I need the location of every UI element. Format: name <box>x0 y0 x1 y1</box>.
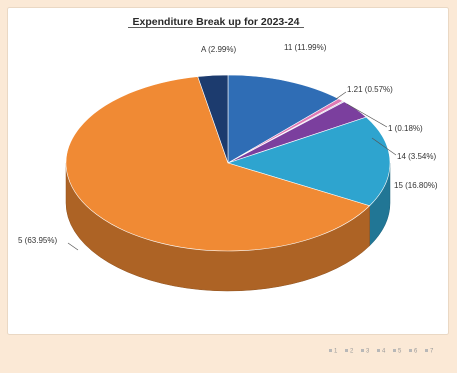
data-label-1: 1 (0.18%) <box>388 124 423 133</box>
legend-swatch-4 <box>377 349 380 352</box>
pie-slice-15 <box>227 116 391 207</box>
legend-item-5: 5 <box>398 349 402 355</box>
pie-slice-11 <box>227 74 340 164</box>
chart-title: Expenditure Break up for 2023-24 <box>133 16 300 28</box>
legend: 1 2 3 4 5 6 7 <box>329 349 434 355</box>
legend-swatch-6 <box>409 349 412 352</box>
legend-item-2: 2 <box>350 349 354 355</box>
legend-item-1: 1 <box>334 349 338 355</box>
leader-line-5 <box>67 242 79 251</box>
legend-item-4: 4 <box>382 349 386 355</box>
data-label-5: 5 (63.95%) <box>18 236 57 245</box>
legend-swatch-3 <box>361 349 364 352</box>
legend-swatch-7 <box>425 349 428 352</box>
pie-top-faces <box>65 74 391 252</box>
pie-slice-A <box>197 74 229 164</box>
data-label-11: 11 (11.99%) <box>284 43 327 52</box>
legend-item-7: 7 <box>430 349 434 355</box>
legend-item-6: 6 <box>414 349 418 355</box>
data-label-A: A (2.99%) <box>201 45 236 54</box>
data-label-1.21: 1.21 (0.57%) <box>347 85 393 94</box>
data-label-15: 15 (16.80%) <box>394 181 438 190</box>
leader-line-1 <box>346 103 388 128</box>
legend-item-3: 3 <box>366 349 370 355</box>
legend-swatch-2 <box>345 349 348 352</box>
legend-swatch-5 <box>393 349 396 352</box>
data-label-14: 14 (3.54%) <box>397 152 436 161</box>
pie-slice-5 <box>65 76 371 252</box>
leader-line-14 <box>371 137 397 156</box>
leader-line-1.21 <box>335 91 347 100</box>
legend-swatch-1 <box>329 349 332 352</box>
